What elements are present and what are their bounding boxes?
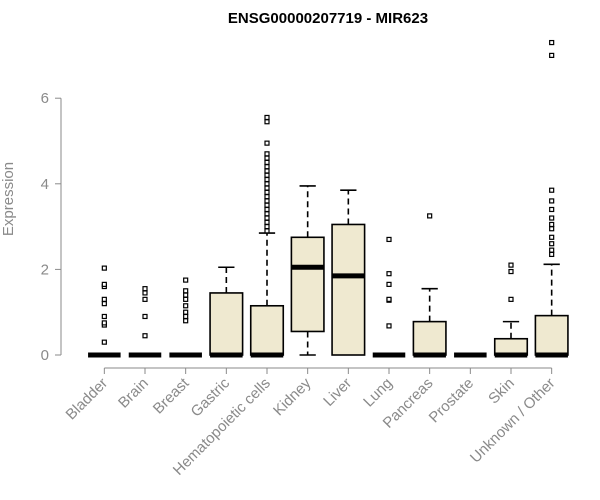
outlier-point	[549, 221, 555, 228]
outlier-point	[549, 206, 555, 213]
outlier-point	[264, 159, 270, 165]
outlier-point	[264, 202, 270, 208]
outlier-point	[264, 228, 270, 234]
outlier-point	[264, 114, 270, 121]
y-axis-label: Expression	[0, 162, 17, 236]
plot-area	[88, 39, 569, 358]
outlier-point	[549, 234, 555, 240]
outlier-point	[183, 303, 189, 309]
outlier-point	[427, 213, 433, 219]
outlier-point	[549, 251, 555, 258]
outlier-point	[183, 313, 189, 320]
x-tick-label: Breast	[150, 374, 193, 417]
outlier-point	[264, 140, 270, 146]
box-iqr	[412, 320, 447, 356]
outlier-point	[386, 236, 392, 243]
x-tick-label: Prostate	[426, 375, 478, 427]
outlier-point	[549, 39, 555, 46]
outlier-point	[101, 265, 107, 271]
outlier-point	[508, 262, 514, 268]
x-tick-label: Skin	[485, 375, 518, 408]
box-iqr	[331, 223, 366, 356]
outlier-point	[508, 296, 514, 302]
outlier-point	[264, 189, 270, 195]
box-kidney	[290, 185, 325, 356]
outlier-point	[101, 339, 107, 345]
outlier-point	[264, 224, 270, 230]
outlier-point	[264, 215, 270, 221]
box-gastric	[209, 266, 244, 358]
outlier-point	[264, 155, 270, 161]
outlier-point	[101, 296, 107, 302]
outlier-point	[101, 320, 107, 326]
outlier-point	[183, 288, 189, 294]
outlier-point	[142, 290, 148, 296]
box-brain	[128, 286, 162, 358]
y-tick-label: 4	[41, 176, 49, 193]
outlier-point	[549, 52, 555, 59]
outlier-point	[386, 323, 392, 329]
outlier-point	[264, 194, 270, 200]
outlier-point	[508, 268, 514, 275]
outlier-point	[142, 296, 148, 302]
outlier-point	[549, 241, 555, 247]
chart-title: ENSG00000207719 - MIR623	[228, 10, 428, 27]
box-breast	[169, 277, 202, 358]
outlier-point	[264, 181, 270, 187]
y-axis: 0 2 4 6	[41, 90, 62, 364]
outlier-point	[549, 247, 555, 253]
outlier-point	[264, 176, 270, 183]
outlier-point	[183, 292, 189, 298]
outlier-point	[386, 296, 392, 302]
box-bladder	[88, 265, 121, 358]
x-tick-label: Kidney	[270, 374, 315, 419]
y-tick-label: 6	[41, 90, 49, 107]
x-tick-label: Brain	[115, 375, 152, 412]
x-tick-label: Lung	[360, 375, 396, 411]
y-tick-label: 0	[41, 347, 49, 364]
outlier-point	[386, 281, 392, 287]
box-skin	[493, 262, 529, 358]
box-unknown-other	[534, 39, 569, 358]
box-hematopoietic-cells	[249, 114, 285, 358]
outlier-point	[142, 286, 148, 292]
outlier-point	[264, 151, 270, 157]
outlier-point	[183, 309, 189, 315]
outlier-point	[101, 281, 107, 287]
box-liver	[331, 189, 366, 356]
outlier-point	[264, 198, 270, 204]
outlier-point	[264, 211, 270, 217]
outlier-point	[101, 313, 107, 320]
y-tick-label: 2	[41, 261, 49, 278]
box-iqr	[290, 236, 325, 333]
outlier-point	[264, 219, 270, 225]
outlier-point	[549, 215, 555, 221]
outlier-point	[549, 226, 555, 232]
x-tick-label: Bladder	[63, 375, 112, 424]
outlier-point	[183, 296, 189, 302]
outlier-point	[264, 185, 270, 191]
outlier-point	[264, 119, 270, 125]
box-iqr	[209, 292, 244, 356]
outlier-point	[264, 172, 270, 178]
outlier-point	[183, 277, 189, 283]
outlier-point	[386, 271, 392, 277]
outlier-point	[264, 206, 270, 213]
outlier-point	[264, 168, 270, 174]
x-tick-label: Liver	[320, 375, 355, 410]
box-iqr	[534, 314, 569, 356]
outlier-point	[142, 333, 148, 339]
outlier-point	[264, 164, 270, 170]
outlier-point	[549, 198, 555, 204]
box-pancreas	[412, 213, 447, 358]
outlier-point	[549, 187, 555, 193]
outlier-point	[142, 313, 148, 320]
outlier-point	[101, 301, 107, 307]
outlier-point	[183, 318, 189, 324]
box-lung	[372, 236, 406, 358]
box-iqr	[249, 304, 285, 356]
